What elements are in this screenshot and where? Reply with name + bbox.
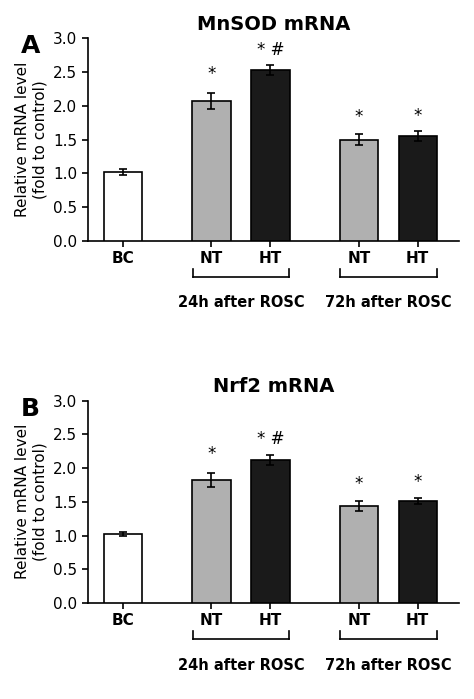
Bar bbox=[340, 506, 378, 603]
Text: A: A bbox=[21, 34, 40, 58]
Bar bbox=[399, 136, 437, 240]
Text: * #: * # bbox=[256, 41, 284, 59]
Bar bbox=[251, 70, 290, 240]
Text: 24h after ROSC: 24h after ROSC bbox=[178, 295, 304, 310]
Bar bbox=[192, 101, 230, 240]
Text: *: * bbox=[207, 65, 216, 83]
Bar bbox=[104, 534, 142, 603]
Text: *: * bbox=[355, 108, 363, 126]
Bar bbox=[251, 460, 290, 603]
Bar bbox=[192, 480, 230, 603]
Text: 72h after ROSC: 72h after ROSC bbox=[325, 658, 452, 672]
Text: * #: * # bbox=[256, 431, 284, 449]
Text: 24h after ROSC: 24h after ROSC bbox=[178, 658, 304, 672]
Text: *: * bbox=[355, 475, 363, 493]
Text: *: * bbox=[413, 473, 422, 491]
Bar bbox=[399, 501, 437, 603]
Bar bbox=[340, 140, 378, 240]
Title: MnSOD mRNA: MnSOD mRNA bbox=[197, 15, 350, 34]
Text: *: * bbox=[413, 107, 422, 124]
Y-axis label: Relative mRNA level
(fold to control): Relative mRNA level (fold to control) bbox=[15, 62, 47, 217]
Text: *: * bbox=[207, 445, 216, 463]
Title: Nrf2 mRNA: Nrf2 mRNA bbox=[213, 377, 334, 396]
Bar bbox=[104, 172, 142, 240]
Text: B: B bbox=[21, 396, 40, 421]
Text: 72h after ROSC: 72h after ROSC bbox=[325, 295, 452, 310]
Y-axis label: Relative mRNA level
(fold to control): Relative mRNA level (fold to control) bbox=[15, 424, 47, 579]
